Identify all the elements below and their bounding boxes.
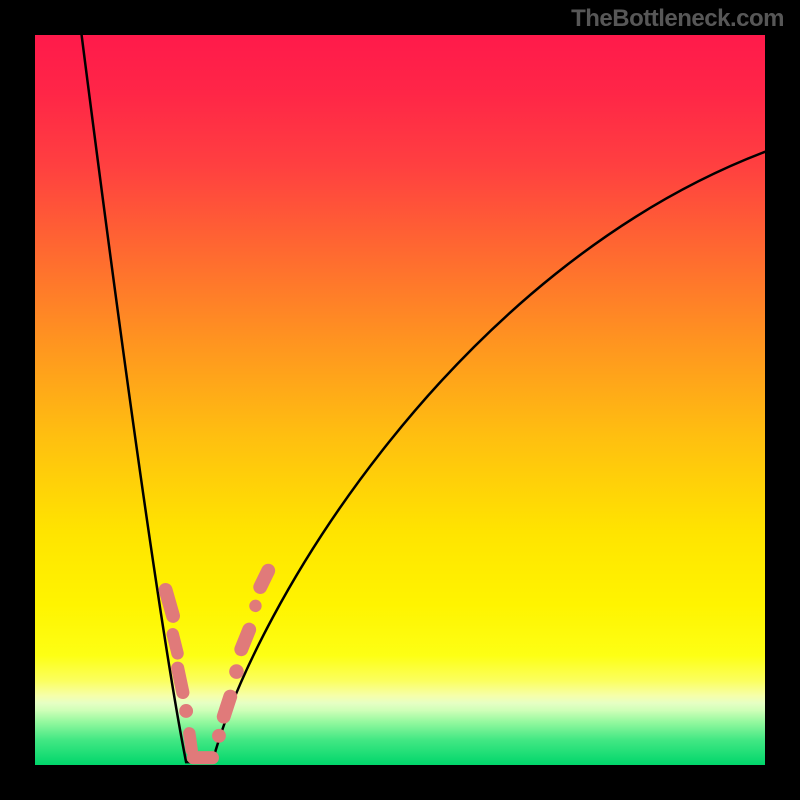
marker-point: [229, 664, 244, 679]
chart-stage: TheBottleneck.com: [0, 0, 800, 800]
marker-point: [249, 600, 261, 612]
chart-svg: [0, 0, 800, 800]
watermark-text: TheBottleneck.com: [571, 5, 784, 33]
gradient-background: [35, 35, 765, 765]
marker-point: [179, 704, 193, 718]
marker-pill: [187, 751, 219, 764]
marker-point: [212, 729, 226, 743]
